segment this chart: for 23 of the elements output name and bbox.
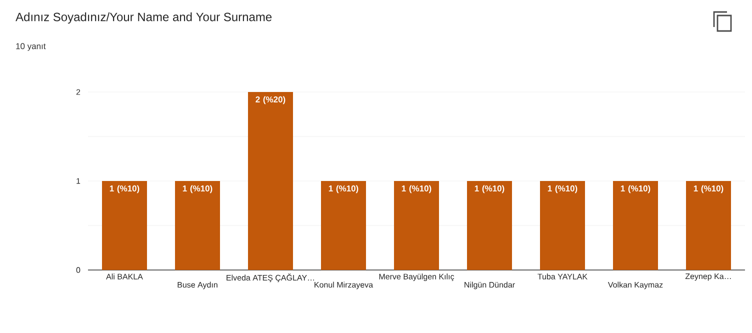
- data-label: 1 (%10): [694, 185, 724, 194]
- data-label: 1 (%10): [474, 185, 504, 194]
- data-label: 1 (%10): [182, 185, 212, 194]
- chart-subtitle: 10 yanıt: [16, 43, 46, 51]
- chart-title: Adınız Soyadınız/Your Name and Your Surname: [16, 12, 272, 24]
- data-label: 2 (%20): [256, 96, 286, 104]
- data-label: 1 (%10): [110, 185, 140, 194]
- data-label: 1 (%10): [620, 185, 650, 194]
- x-tick-label: Konul Mirzayeva: [314, 282, 374, 290]
- x-tick-label: Merve Bayülgen Kılıç: [379, 274, 454, 282]
- y-tick-label: 1: [76, 178, 80, 184]
- x-tick-label: Volkan Kaymaz: [608, 282, 663, 290]
- x-tick-label: Buse Aydın: [178, 282, 218, 290]
- y-tick-label: 2: [76, 89, 80, 95]
- x-tick-label: Ali BAKLA: [106, 274, 143, 280]
- y-tick-label: 0: [76, 267, 80, 273]
- x-tick-label: Nilgün Dündar: [464, 282, 515, 290]
- data-label: 1 (%10): [402, 185, 432, 194]
- x-tick-label: Zeynep Ka…: [685, 274, 731, 281]
- data-label: 1 (%10): [548, 185, 578, 194]
- x-tick-label: Tuba YAYLAK: [538, 274, 588, 280]
- x-tick-label: Elveda ATEŞ ÇAĞLAY…: [226, 274, 314, 282]
- data-label: 1 (%10): [328, 185, 358, 194]
